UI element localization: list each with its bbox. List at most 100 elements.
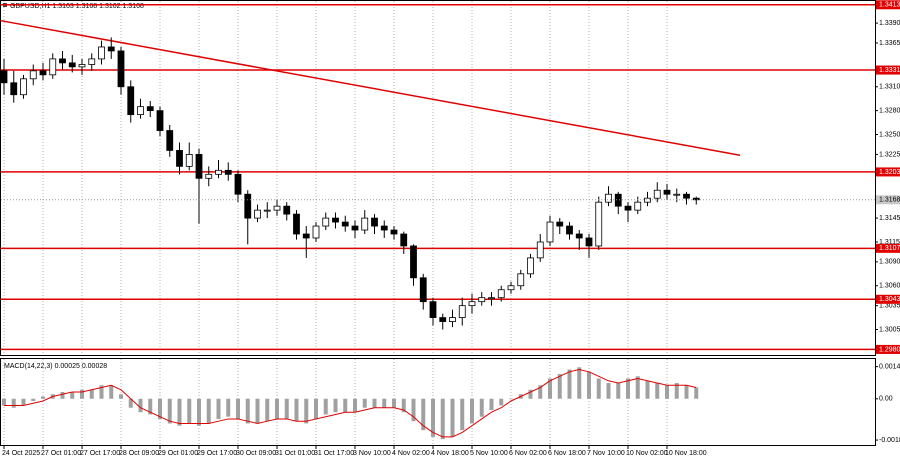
x-tick-label: 29 Oct 17:00 — [197, 450, 237, 457]
macd-bar — [158, 398, 162, 419]
macd-bar — [187, 398, 192, 424]
macd-bar — [343, 398, 348, 413]
x-tick-label: 6 Nov 02:00 — [509, 450, 547, 457]
macd-bar — [31, 398, 36, 401]
macd-bar — [626, 378, 630, 399]
candle-body — [497, 289, 505, 299]
candle-body — [293, 213, 300, 235]
signal-line — [4, 369, 697, 438]
x-tick-label: 3 Nov 10:00 — [353, 450, 391, 457]
macd-bar — [382, 398, 387, 408]
macd-bar — [538, 385, 543, 399]
macd-bar — [528, 389, 533, 399]
macd-bar — [392, 398, 396, 408]
macd-bar — [109, 385, 114, 399]
macd-bar — [275, 398, 279, 419]
y-tick-label: 1.3145 — [879, 215, 900, 222]
level-label-box — [876, 167, 900, 177]
macd-bar — [509, 398, 513, 400]
macd-bar — [226, 398, 231, 417]
macd-bar — [80, 389, 84, 399]
candle-body — [663, 189, 671, 195]
x-tick-label: 4 Nov 18:00 — [431, 450, 469, 457]
macd-bar — [557, 374, 562, 399]
candle-body — [302, 233, 310, 239]
y-tick-label: -0.00184 — [879, 437, 900, 444]
macd-bar — [548, 378, 552, 399]
candle-body — [49, 58, 57, 76]
y-tick-label: 1.3250 — [879, 131, 900, 138]
x-tick-label: 28 Oct 09:00 — [119, 450, 159, 457]
macd-bar — [489, 398, 494, 410]
macd-bar — [119, 394, 123, 399]
y-tick-label: 1.3115 — [879, 239, 900, 246]
candle-body — [146, 106, 154, 112]
y-tick-label: 0.00 — [879, 396, 893, 403]
candle-body — [283, 205, 291, 215]
candle-body — [166, 130, 174, 151]
macd-bar — [167, 398, 172, 424]
macd-bar — [89, 389, 94, 399]
macd-bar — [294, 398, 299, 422]
x-tick-label: 4 Nov 02:00 — [392, 450, 430, 457]
macd-bar — [216, 398, 221, 419]
candle-body — [653, 189, 661, 199]
level-label: 1.3043 — [879, 296, 900, 303]
price-frame — [0, 0, 876, 356]
macd-bar — [99, 385, 104, 399]
candle-body — [400, 233, 408, 247]
macd-bar — [284, 398, 289, 419]
macd-bar — [674, 383, 679, 399]
candle-body — [429, 301, 437, 318]
x-tick-label: 31 Oct 17:00 — [314, 450, 354, 457]
candle-body — [605, 193, 612, 203]
candle-body — [39, 70, 47, 76]
macd-bar — [606, 383, 611, 399]
candle-body — [371, 217, 378, 227]
last-price-box — [876, 195, 900, 205]
macd-bar — [236, 398, 240, 419]
macd-bar — [353, 398, 357, 413]
candle-body — [341, 221, 349, 227]
candle-body — [595, 201, 603, 247]
candle-body — [390, 229, 398, 235]
level-label: 1.2980 — [879, 346, 900, 353]
candle-body — [410, 245, 417, 279]
x-tick-label: 10 Nov 02:00 — [626, 450, 668, 457]
candle-body — [517, 273, 525, 287]
macd-bar — [197, 398, 201, 426]
x-tick-label: 27 Oct 01:00 — [41, 450, 81, 457]
macd-bar — [694, 387, 699, 399]
candle-body — [59, 58, 66, 64]
level-label-box — [876, 344, 900, 354]
macd-bar — [684, 385, 689, 399]
x-tick-label: 24 Oct 2025 — [2, 450, 40, 457]
macd-bar — [440, 398, 445, 440]
level-label-box — [876, 0, 900, 10]
macd-bar — [255, 398, 260, 424]
x-tick-label: 7 Nov 10:00 — [587, 450, 625, 457]
macd-bar — [245, 398, 250, 424]
y-tick-label: 1.3060 — [879, 283, 900, 290]
candle-body — [634, 201, 642, 211]
level-label-box — [876, 65, 900, 75]
candle-body — [244, 193, 252, 219]
macd-bar — [206, 398, 211, 424]
macd-bar — [635, 376, 640, 399]
macd-bar — [70, 392, 75, 399]
macd-bar — [567, 369, 572, 399]
macd-bar — [2, 398, 6, 406]
candle-body — [536, 241, 544, 259]
macd-bar — [470, 398, 474, 424]
candle-body — [575, 233, 583, 239]
candle-body — [449, 317, 456, 322]
macd-bar — [11, 398, 16, 408]
candle-body — [614, 193, 622, 207]
candle-body — [107, 46, 115, 52]
macd-bar — [411, 398, 416, 422]
macd-bar — [577, 367, 582, 399]
macd-bar — [138, 398, 143, 413]
candle-body — [351, 225, 359, 231]
x-tick-label: 5 Nov 10:00 — [470, 450, 508, 457]
